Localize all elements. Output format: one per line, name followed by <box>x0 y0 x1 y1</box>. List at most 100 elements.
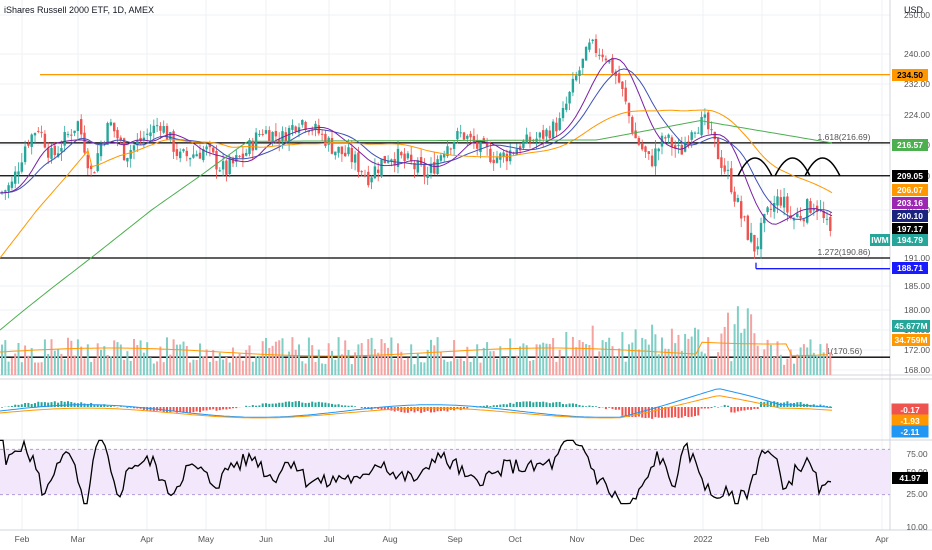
time-label-4[interactable]: Jun <box>259 534 273 544</box>
time-label-11[interactable]: 2022 <box>694 534 713 544</box>
candle-body-121 <box>400 152 403 156</box>
rsi-tick-0[interactable]: 75.00 <box>906 449 928 459</box>
volume-bar-232 <box>766 339 769 375</box>
macd-hist-205 <box>677 407 680 419</box>
candle-body-170 <box>561 108 565 119</box>
price-tick-2[interactable]: 232.00 <box>904 79 930 89</box>
price-tick-12[interactable]: 168.00 <box>904 365 930 375</box>
candle-body-217 <box>716 137 720 160</box>
time-label-5[interactable]: Jul <box>324 534 335 544</box>
candle-body-208 <box>687 141 690 143</box>
macd-tag-fill-0 <box>892 404 928 415</box>
price-tick-9[interactable]: 180.00 <box>904 305 930 315</box>
volume-bar-26 <box>86 344 89 375</box>
volume-bar-74 <box>245 350 248 375</box>
volume-bar-42 <box>139 340 142 375</box>
symbol-tag-bg <box>870 234 890 246</box>
macd-hist-151 <box>499 404 502 407</box>
volume-bar-150 <box>496 358 498 375</box>
time-label-3[interactable]: May <box>198 534 215 544</box>
rsi-line <box>0 438 832 505</box>
candle-body-242 <box>799 215 802 219</box>
macd-hist-127 <box>420 407 423 413</box>
time-label-13[interactable]: Mar <box>813 534 828 544</box>
time-label-9[interactable]: Nov <box>569 534 585 544</box>
volume-bar-53 <box>175 344 178 375</box>
time-label-2[interactable]: Apr <box>140 534 153 544</box>
candle-body-166 <box>548 130 551 139</box>
price-tag-bg-5 <box>892 210 928 222</box>
candle-body-95 <box>314 123 317 131</box>
candle-body-142 <box>469 133 472 138</box>
time-label-7[interactable]: Sep <box>447 534 462 544</box>
time-axis[interactable]: Feb Mar Apr May Jun Jul Aug Sep Oct Nov Dec 2022 Feb… <box>15 534 889 544</box>
candle-body-199 <box>657 148 660 152</box>
candle-body-106 <box>350 147 353 163</box>
macd-hist-184 <box>608 407 611 408</box>
rsi-tag: 41.97 <box>899 473 921 483</box>
volume-bar-92 <box>304 363 307 375</box>
rsi-tick-2[interactable]: 25.00 <box>906 489 928 499</box>
candle-body-150 <box>495 157 499 163</box>
macd-line <box>0 388 833 418</box>
volume-bar-129 <box>426 349 429 375</box>
macd-hist-7 <box>24 403 27 407</box>
time-label-0[interactable]: Feb <box>15 534 30 544</box>
macd-hist-211 <box>697 407 700 416</box>
candle-body-215 <box>710 129 713 131</box>
volume-bar-205 <box>677 334 680 375</box>
price-tick-0[interactable]: 250.00 <box>904 10 930 20</box>
candle-body-41 <box>136 140 139 146</box>
time-label-8[interactable]: Oct <box>508 534 522 544</box>
volume-bar-218 <box>720 333 723 375</box>
currency-label: USD <box>904 5 924 15</box>
candle-body-161 <box>532 140 535 142</box>
macd-hist-34 <box>113 406 116 407</box>
macd-hist-116 <box>383 407 386 410</box>
volume-bar-21 <box>70 340 73 375</box>
volume-bar-6 <box>20 362 23 375</box>
candle-body-70 <box>231 157 235 164</box>
candle-body-47 <box>155 125 159 127</box>
time-label-10[interactable]: Dec <box>629 534 645 544</box>
price-tick-11[interactable]: 172.00 <box>904 345 930 355</box>
volume-bar-155 <box>512 358 515 375</box>
candle-body-193 <box>637 137 641 145</box>
macd-hist-141 <box>466 407 469 409</box>
candle-body-67 <box>221 161 225 170</box>
macd-hist-8 <box>27 402 30 407</box>
macd-hist-74 <box>245 405 248 407</box>
macd-hist-66 <box>218 407 221 411</box>
price-tick-3[interactable]: 224.00 <box>904 110 930 120</box>
price-tick-8[interactable]: 185.00 <box>904 281 930 291</box>
macd-hist-9 <box>30 403 33 407</box>
macd-hist-118 <box>390 407 393 411</box>
rsi-tick-3[interactable]: 10.00 <box>906 522 928 532</box>
macd-tag-0: -0.17 <box>900 405 920 415</box>
volume-bar-226 <box>746 308 749 375</box>
candle-body-80 <box>264 130 268 134</box>
time-label-6[interactable]: Aug <box>382 534 397 544</box>
volume-tag-1: 34.759M <box>894 335 927 345</box>
volume-bar-36 <box>119 344 122 375</box>
volume-bar-137 <box>453 340 456 375</box>
macd-hist-203 <box>670 407 673 418</box>
macd-tag-fill-2 <box>892 426 928 437</box>
time-label-12[interactable]: Feb <box>755 534 770 544</box>
candle-body-6 <box>20 162 23 172</box>
price-tick-1[interactable]: 240.00 <box>904 49 930 59</box>
candle-body-175 <box>578 70 581 76</box>
macd-hist-153 <box>505 404 508 407</box>
volume-bar-72 <box>238 353 241 375</box>
macd-hist-81 <box>268 403 271 407</box>
price-tick-7[interactable]: 191.00 <box>904 253 930 263</box>
candle-body-167 <box>551 121 555 138</box>
candle-body-194 <box>641 143 644 150</box>
candle-body-110 <box>363 174 367 176</box>
time-label-14[interactable]: Apr <box>875 534 888 544</box>
time-label-1[interactable]: Mar <box>71 534 86 544</box>
candle-body-79 <box>261 133 264 135</box>
macd-hist-71 <box>235 407 238 409</box>
macd-hist-102 <box>337 404 340 407</box>
